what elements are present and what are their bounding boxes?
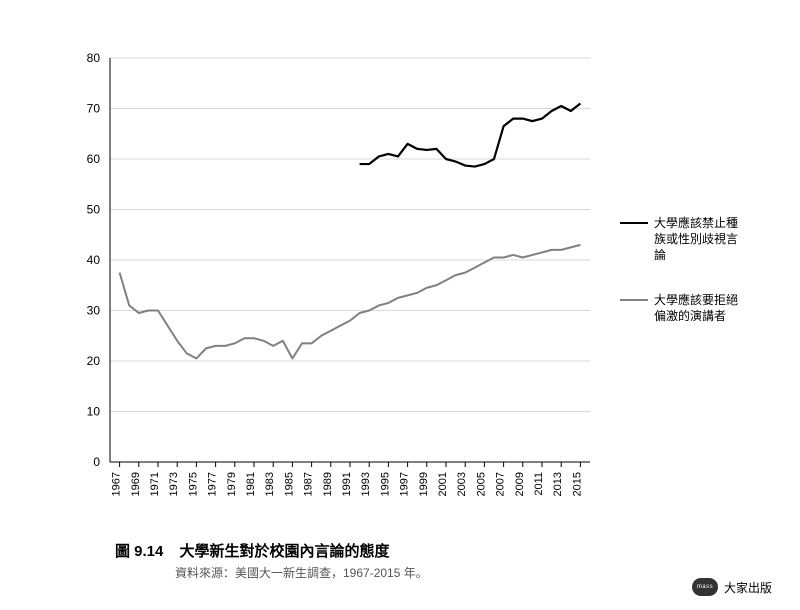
svg-text:1967: 1967 (111, 472, 123, 496)
svg-text:40: 40 (87, 253, 101, 267)
source-text: 資料來源：美國大一新生調查，1967-2015 年。 (175, 564, 428, 581)
svg-text:2013: 2013 (552, 472, 564, 496)
svg-text:1983: 1983 (264, 472, 276, 496)
figure-caption: 圖 9.14 大學新生對於校園內言論的態度 (115, 540, 390, 561)
svg-text:70: 70 (87, 102, 101, 116)
svg-text:1991: 1991 (341, 472, 353, 496)
svg-text:1987: 1987 (303, 472, 315, 496)
svg-text:1975: 1975 (187, 472, 199, 496)
legend-item-ban_speech: 大學應該禁止種族或性別歧視言論 (620, 215, 744, 264)
svg-text:1971: 1971 (149, 472, 161, 496)
legend-item-refuse_speaker: 大學應該要拒絕偏激的演講者 (620, 292, 744, 324)
svg-text:2001: 2001 (437, 472, 449, 496)
svg-text:1995: 1995 (379, 472, 391, 496)
series-refuse_speaker (120, 245, 581, 359)
svg-text:2015: 2015 (571, 472, 583, 496)
svg-text:1979: 1979 (226, 472, 238, 496)
publisher-logo-icon: mass (692, 578, 718, 596)
svg-text:2007: 2007 (495, 472, 507, 496)
svg-text:50: 50 (87, 203, 101, 217)
svg-text:1999: 1999 (418, 472, 430, 496)
series-ban_speech (360, 103, 581, 166)
svg-text:10: 10 (87, 405, 101, 419)
svg-text:1969: 1969 (130, 472, 142, 496)
svg-text:0: 0 (93, 455, 100, 469)
svg-text:1973: 1973 (168, 472, 180, 496)
svg-text:2003: 2003 (456, 472, 468, 496)
legend-swatch-icon (620, 222, 648, 224)
legend: 大學應該禁止種族或性別歧視言論大學應該要拒絕偏激的演講者 (620, 215, 744, 352)
legend-label: 大學應該要拒絕偏激的演講者 (654, 292, 744, 324)
svg-text:2009: 2009 (514, 472, 526, 496)
svg-text:2005: 2005 (475, 472, 487, 496)
figure-title: 大學新生對於校園內言論的態度 (180, 543, 390, 560)
legend-swatch-icon (620, 299, 648, 301)
legend-label: 大學應該禁止種族或性別歧視言論 (654, 215, 744, 264)
svg-text:60: 60 (87, 152, 101, 166)
svg-text:1989: 1989 (322, 472, 334, 496)
publisher-name: 大家出版 (724, 579, 772, 596)
svg-text:1985: 1985 (283, 472, 295, 496)
svg-text:1993: 1993 (360, 472, 372, 496)
svg-text:30: 30 (87, 304, 101, 318)
chart-wrap: 0 10 20 30 40 50 60 70 80 1967 1969 1971 1973 1975 197… (0, 0, 800, 610)
svg-text:80: 80 (87, 51, 101, 65)
publisher-mark: mass 大家出版 (692, 578, 772, 596)
figure-number: 圖 9.14 (115, 543, 163, 560)
svg-text:1977: 1977 (207, 472, 219, 496)
svg-text:2011: 2011 (533, 472, 545, 496)
svg-text:1981: 1981 (245, 472, 257, 496)
svg-text:20: 20 (87, 354, 101, 368)
svg-text:1997: 1997 (399, 472, 411, 496)
